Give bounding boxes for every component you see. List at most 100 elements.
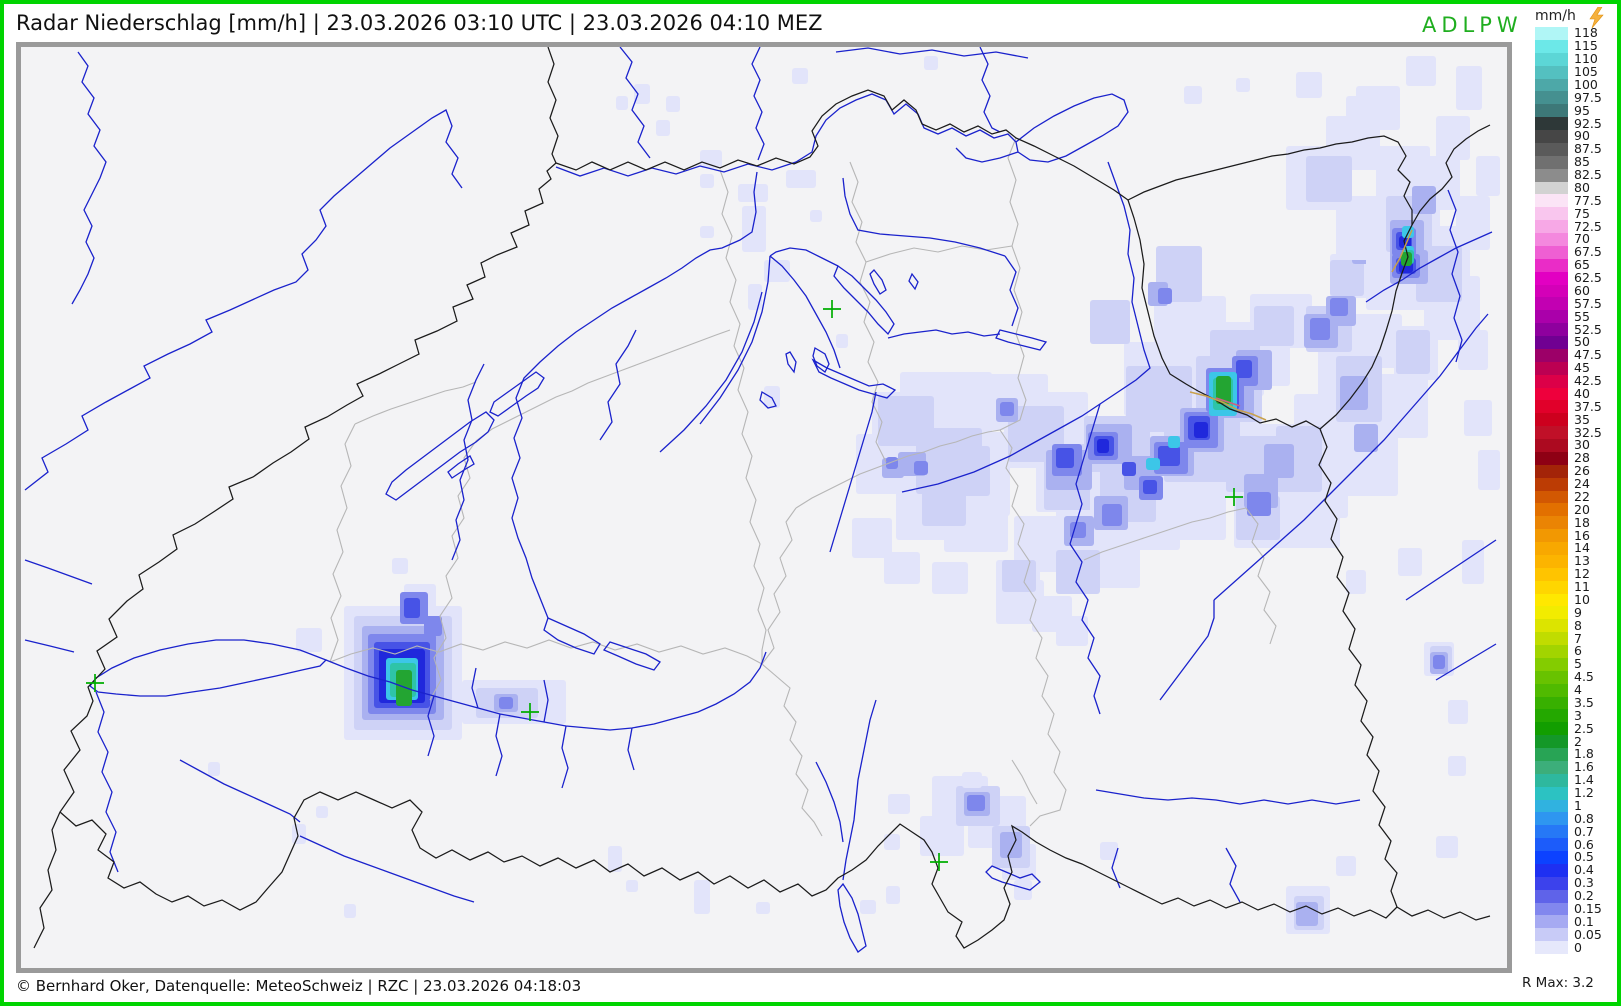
legend-band-row: 75 xyxy=(1535,205,1617,221)
legend-band-row: 1.6 xyxy=(1535,760,1617,774)
legend-band-row: 45 xyxy=(1535,361,1617,375)
precip-cell xyxy=(292,824,306,844)
legend-band-row: 6 xyxy=(1535,645,1617,658)
precip-cell xyxy=(1014,880,1032,900)
legend-band-swatch xyxy=(1535,439,1568,452)
precip-cell xyxy=(1097,439,1109,453)
precip-cell xyxy=(1346,570,1366,594)
legend-band-value: 82.5 xyxy=(1574,167,1602,183)
legend-band-value: 75 xyxy=(1574,205,1590,221)
legend-band-row: 0.1 xyxy=(1535,915,1617,929)
precip-cell xyxy=(886,886,900,904)
legend-band-row: 11 xyxy=(1535,580,1617,594)
region-border xyxy=(1011,759,1038,805)
river xyxy=(769,247,839,267)
legend-band-value: 80 xyxy=(1574,179,1590,195)
precip-cell xyxy=(764,386,780,408)
precip-cell xyxy=(1146,458,1160,470)
legend-band-swatch xyxy=(1535,65,1568,79)
precip-cell xyxy=(424,616,442,636)
river xyxy=(427,695,435,757)
legend-band-value: 92.5 xyxy=(1574,115,1602,131)
legend-band-value: 60 xyxy=(1574,282,1590,298)
country-border xyxy=(1127,135,1413,225)
precip-cell xyxy=(1002,560,1036,592)
legend-band-row: 1 xyxy=(1535,799,1617,813)
precip-cell xyxy=(666,96,680,112)
precip-cell xyxy=(1433,655,1445,669)
legend-band-swatch xyxy=(1535,117,1568,130)
legend-band-value: 20 xyxy=(1574,501,1590,517)
precip-cell xyxy=(1216,376,1231,404)
legend-band-swatch xyxy=(1535,413,1568,427)
legend-band-row: 47.5 xyxy=(1535,349,1617,362)
legend-band-value: 32.5 xyxy=(1574,424,1602,440)
precip-cell xyxy=(810,210,822,222)
river xyxy=(955,147,1019,163)
legend-band-value: 72.5 xyxy=(1574,218,1602,234)
country-border xyxy=(33,162,557,949)
river xyxy=(627,727,635,771)
legend-band-row: 110 xyxy=(1535,52,1617,66)
precip-cell xyxy=(1056,448,1074,468)
legend-band-row: 0.7 xyxy=(1535,825,1617,839)
legend-band-value: 50 xyxy=(1574,334,1590,350)
river xyxy=(471,667,479,709)
legend-band-value: 0.15 xyxy=(1574,900,1602,916)
legend-band-swatch xyxy=(1535,490,1568,504)
precip-cell xyxy=(608,846,622,872)
legend-band-swatch xyxy=(1535,928,1568,942)
legend-band-value: 12 xyxy=(1574,566,1590,582)
legend-band-value: 18 xyxy=(1574,514,1590,530)
precip-cell xyxy=(888,794,910,814)
precip-cell xyxy=(1143,480,1157,494)
precip-cell xyxy=(1090,300,1130,344)
region-border xyxy=(354,381,477,425)
legend-band-swatch xyxy=(1535,529,1568,542)
precip-cell xyxy=(886,457,898,469)
radar-map xyxy=(16,42,1512,973)
legend-band-swatch xyxy=(1535,876,1568,890)
legend-band-row: 26 xyxy=(1535,464,1617,478)
legend-band-value: 55 xyxy=(1574,308,1590,324)
legend-band-row: 85 xyxy=(1535,155,1617,169)
legend-band-swatch xyxy=(1535,760,1568,774)
legend-band-swatch xyxy=(1535,632,1568,645)
river xyxy=(1159,600,1215,701)
legend-band-row: 37.5 xyxy=(1535,398,1617,414)
river xyxy=(179,759,301,823)
legend-band-swatch xyxy=(1535,361,1568,375)
legend-band-value: 1.2 xyxy=(1574,785,1594,801)
legend-band-swatch xyxy=(1535,722,1568,736)
legend-band-row: 95 xyxy=(1535,104,1617,118)
river xyxy=(24,559,93,585)
legend-band-swatch xyxy=(1535,580,1568,594)
legend-band-value: 105 xyxy=(1574,64,1598,80)
legend-band-swatch xyxy=(1535,670,1568,684)
legend-band-row: 1.2 xyxy=(1535,785,1617,801)
legend-band-row: 12 xyxy=(1535,566,1617,582)
legend-band-row: 42.5 xyxy=(1535,373,1617,389)
precip-cell xyxy=(499,697,513,709)
legend-band-value: 77.5 xyxy=(1574,192,1602,208)
region-border xyxy=(475,329,731,442)
legend-band-value: 37.5 xyxy=(1574,398,1602,414)
legend-band-swatch xyxy=(1535,284,1568,298)
legend-band-swatch xyxy=(1535,233,1568,246)
legend-band-swatch xyxy=(1535,606,1568,620)
legend-band-swatch xyxy=(1535,426,1568,439)
precip-cell xyxy=(962,772,982,788)
legend-band-row: 18 xyxy=(1535,514,1617,530)
precip-cell xyxy=(1236,360,1252,378)
precip-cell xyxy=(764,260,790,282)
precip-cell xyxy=(700,174,714,188)
legend-band-value: 0.4 xyxy=(1574,862,1594,878)
legend-band-row: 62.5 xyxy=(1535,271,1617,285)
precip-cell xyxy=(914,461,928,475)
legend-band-row: 77.5 xyxy=(1535,192,1617,208)
legend-band-value: 42.5 xyxy=(1574,373,1602,389)
river xyxy=(1225,847,1241,903)
lake-outline xyxy=(908,272,919,291)
precip-cell xyxy=(1412,186,1436,214)
